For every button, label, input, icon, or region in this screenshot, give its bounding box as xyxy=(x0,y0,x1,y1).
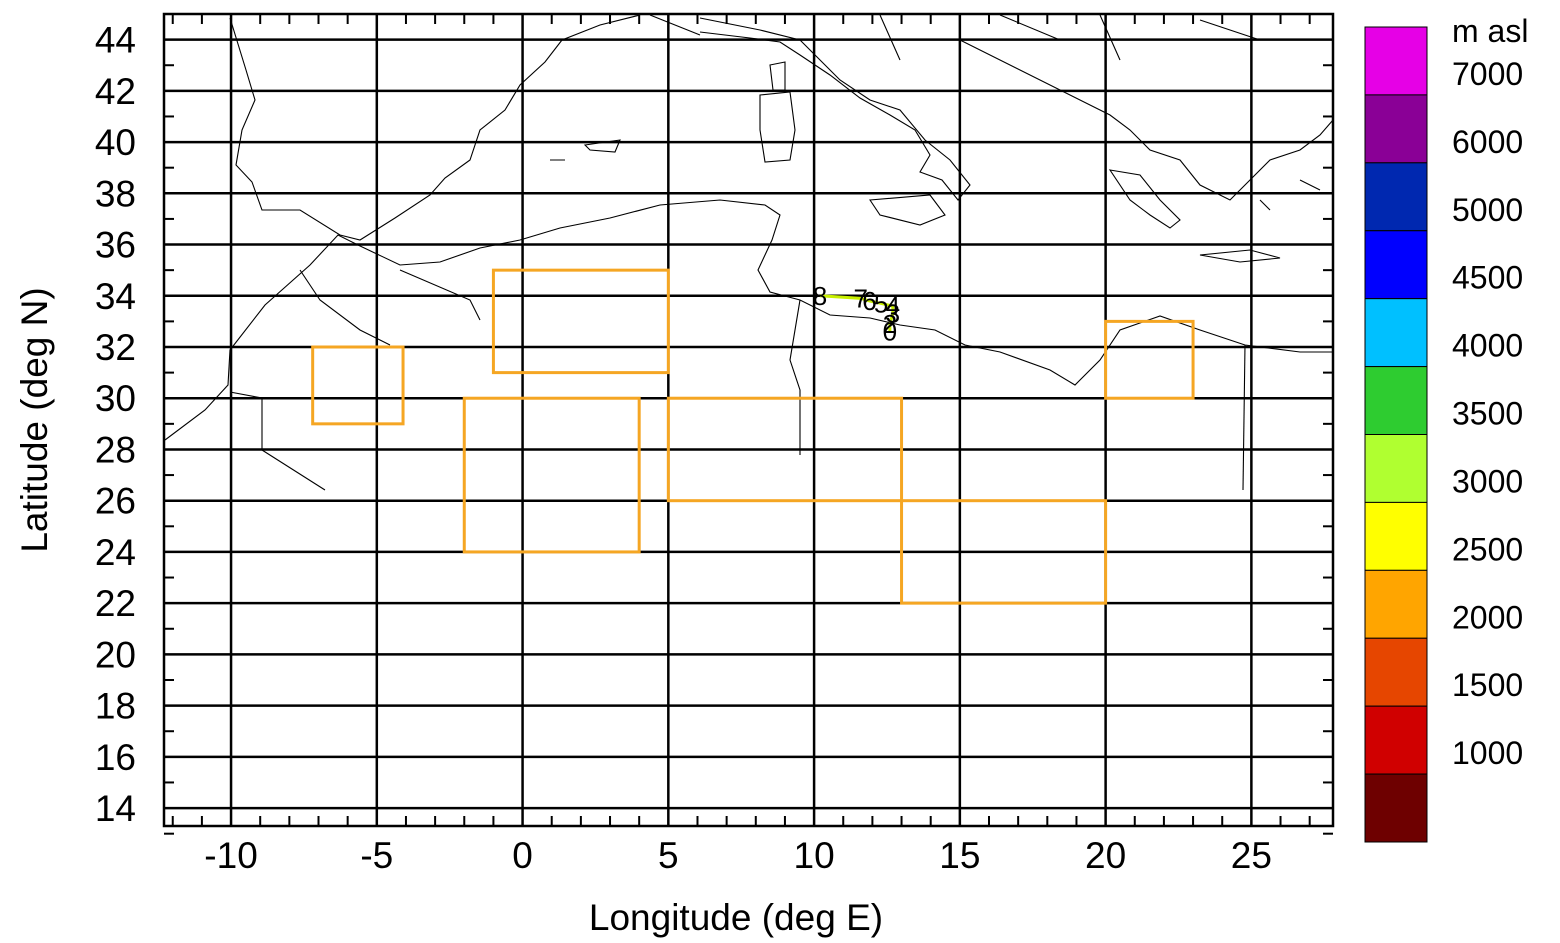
trajectory-label-8: 8 xyxy=(813,281,827,311)
colorbar-label-3500: 3500 xyxy=(1452,396,1523,432)
trajectory-label-4: 4 xyxy=(886,291,900,321)
northern-borders xyxy=(649,14,1261,61)
colorbar-swatch-1 xyxy=(1364,26,1428,96)
y-tick-label-44: 44 xyxy=(95,20,136,61)
colorbar-label-6000: 6000 xyxy=(1452,124,1523,160)
y-tick-label-38: 38 xyxy=(95,173,136,214)
y-tick-label-16: 16 xyxy=(95,737,136,778)
y-tick-label-36: 36 xyxy=(95,225,136,266)
morocco-border xyxy=(225,391,326,491)
colorbar-swatch-12 xyxy=(1364,773,1428,843)
sardinia xyxy=(759,91,796,163)
iberia-coast xyxy=(229,14,641,241)
region-box-2 xyxy=(491,268,670,375)
colorbar-swatch-11 xyxy=(1364,705,1428,775)
x-tick-label-20: 20 xyxy=(1085,835,1126,876)
colorbar-swatch-10 xyxy=(1364,637,1428,707)
x-tick-label-25: 25 xyxy=(1231,835,1272,876)
colorbar-swatch-3 xyxy=(1364,162,1428,232)
region-box-3 xyxy=(462,396,641,554)
italy-coast xyxy=(699,17,971,201)
colorbar-swatch-2 xyxy=(1364,94,1428,164)
region-box-6 xyxy=(1104,319,1195,400)
trajectory-line xyxy=(819,294,895,332)
trajectory-label-5: 5 xyxy=(874,288,888,318)
x-tick-label--10: -10 xyxy=(204,835,257,876)
y-tick-label-40: 40 xyxy=(95,122,136,163)
colorbar-label-7000: 7000 xyxy=(1452,56,1523,92)
corsica xyxy=(769,61,786,91)
plot-frame xyxy=(162,12,1335,828)
region-boxes xyxy=(311,268,1195,605)
y-tick-label-20: 20 xyxy=(95,634,136,675)
y-tick-labels: 14 16 18 20 22 24 26 28 30 32 34 36 38 40 42 44 xyxy=(95,20,136,829)
colorbar-swatch-4 xyxy=(1364,230,1428,300)
x-tick-labels: -10 -5 0 5 10 15 20 25 xyxy=(204,835,1272,876)
region-box-4 xyxy=(666,396,904,503)
x-tick-label-5: 5 xyxy=(658,835,679,876)
sicily xyxy=(869,194,946,226)
colorbar xyxy=(1364,26,1428,843)
y-tick-label-30: 30 xyxy=(95,378,136,419)
colorbar-label-3000: 3000 xyxy=(1452,463,1523,499)
y-tick-label-22: 22 xyxy=(95,583,136,624)
x-tick-label--5: -5 xyxy=(360,835,393,876)
y-tick-label-34: 34 xyxy=(95,276,136,317)
x-tick-label-0: 0 xyxy=(512,835,533,876)
x-tick-label-10: 10 xyxy=(794,835,835,876)
y-tick-label-32: 32 xyxy=(95,327,136,368)
colorbar-unit-label: m asl xyxy=(1452,13,1528,49)
balkans-coast xyxy=(959,39,1334,201)
y-tick-label-42: 42 xyxy=(95,71,136,112)
colorbar-swatch-5 xyxy=(1364,298,1428,368)
y-tick-label-18: 18 xyxy=(95,686,136,727)
colorbar-swatch-8 xyxy=(1364,501,1428,571)
trajectory-label-0: 0 xyxy=(883,317,897,347)
region-box-5 xyxy=(900,499,1108,605)
trajectory-label-3: 3 xyxy=(886,299,900,329)
coastlines xyxy=(164,14,1334,491)
colorbar-label-5000: 5000 xyxy=(1452,192,1523,228)
colorbar-label-1000: 1000 xyxy=(1452,735,1523,771)
egypt-border xyxy=(1242,344,1246,491)
region-box-1 xyxy=(311,345,405,426)
colorbar-swatch-9 xyxy=(1364,569,1428,639)
colorbar-swatch-6 xyxy=(1364,366,1428,436)
colorbar-swatch-7 xyxy=(1364,434,1428,503)
trajectory-label-2: 2 xyxy=(883,309,897,339)
north-africa-coast xyxy=(164,199,1333,441)
y-tick-label-26: 26 xyxy=(95,481,136,522)
x-tick-label-15: 15 xyxy=(939,835,980,876)
colorbar-label-2500: 2500 xyxy=(1452,531,1523,567)
greece-islands xyxy=(1108,169,1321,263)
y-tick-label-14: 14 xyxy=(95,788,136,829)
x-axis-title: Longitude (deg E) xyxy=(589,897,883,938)
colorbar-labels: 7000 6000 5000 4500 4000 3500 3000 2500 2000 1500… xyxy=(1452,56,1523,771)
axis-ticks xyxy=(164,13,1333,835)
algeria-border xyxy=(299,269,801,455)
colorbar-label-4500: 4500 xyxy=(1452,260,1523,296)
y-tick-label-24: 24 xyxy=(95,532,136,573)
trajectory-label-6: 6 xyxy=(862,286,876,316)
trajectory-label-7: 7 xyxy=(854,283,868,313)
colorbar-label-2000: 2000 xyxy=(1452,599,1523,635)
grid-lines xyxy=(164,14,1333,826)
y-axis-title: Latitude (deg N) xyxy=(14,287,55,552)
colorbar-label-4000: 4000 xyxy=(1452,328,1523,364)
colorbar-label-1500: 1500 xyxy=(1452,667,1523,703)
y-tick-label-28: 28 xyxy=(95,429,136,470)
